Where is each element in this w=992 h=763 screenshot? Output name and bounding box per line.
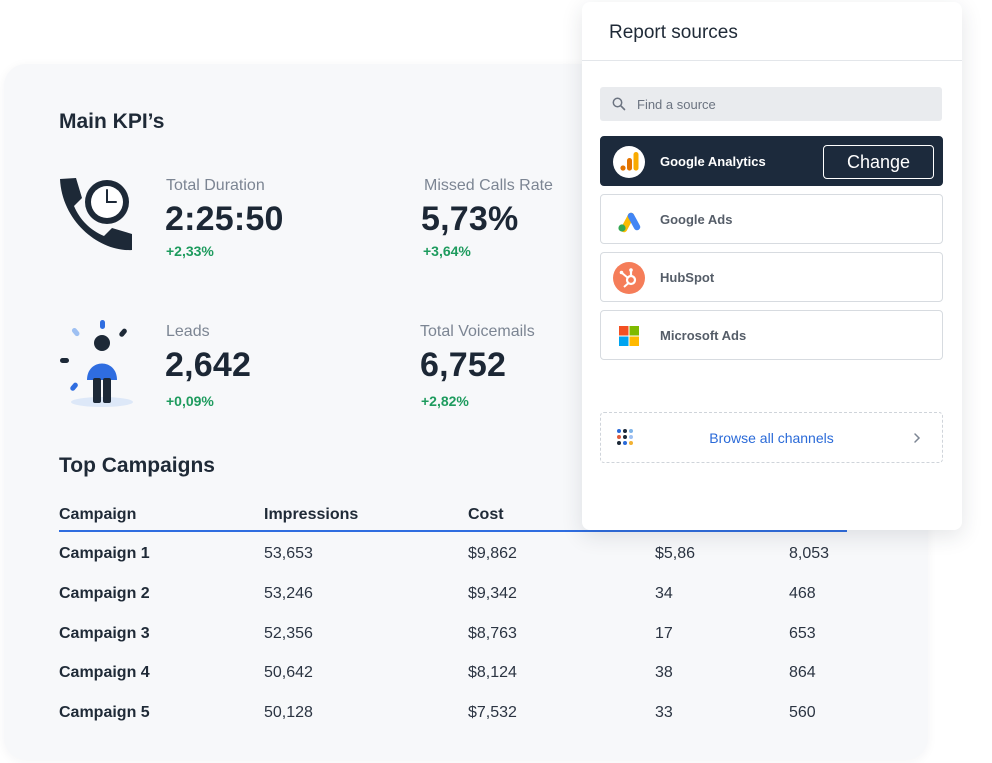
table-row: Campaign 1 53,653 $9,862 $5,86 8,053 xyxy=(0,545,924,575)
browse-label: Browse all channels xyxy=(709,430,834,446)
google-analytics-icon xyxy=(613,146,645,178)
cell-col5: 653 xyxy=(789,625,816,642)
cell-cost: $9,342 xyxy=(468,585,517,602)
cell-campaign: Campaign 5 xyxy=(59,704,150,721)
cell-impressions: 53,246 xyxy=(264,585,313,602)
microsoft-ads-icon xyxy=(619,326,639,346)
source-microsoft-ads[interactable]: Microsoft Ads xyxy=(600,310,943,360)
kpi-value-missed-calls: 5,73% xyxy=(421,200,519,238)
table-row: Campaign 4 50,642 $8,124 38 864 xyxy=(0,664,924,694)
table-row: Campaign 3 52,356 $8,763 17 653 xyxy=(0,625,924,655)
cell-col4: 33 xyxy=(655,704,673,721)
cell-campaign: Campaign 1 xyxy=(59,545,150,562)
cell-col4: 34 xyxy=(655,585,673,602)
source-label: Google Ads xyxy=(660,212,733,227)
panel-divider xyxy=(582,60,962,61)
column-header-cost: Cost xyxy=(468,506,504,523)
source-hubspot[interactable]: HubSpot xyxy=(600,252,943,302)
kpi-label-voicemails: Total Voicemails xyxy=(420,323,535,340)
cell-col4: $5,86 xyxy=(655,545,696,562)
cell-cost: $9,862 xyxy=(468,545,517,562)
column-header-campaign: Campaign xyxy=(59,506,137,523)
cell-col5: 864 xyxy=(789,664,816,681)
person-icon xyxy=(60,320,133,407)
cell-campaign: Campaign 2 xyxy=(59,585,150,602)
top-campaigns-title: Top Campaigns xyxy=(59,454,215,477)
kpi-delta-total-duration: +2,33% xyxy=(166,243,214,259)
cell-campaign: Campaign 4 xyxy=(59,664,150,681)
kpi-delta-voicemails: +2,82% xyxy=(421,393,469,409)
cell-col5: 8,053 xyxy=(789,545,830,562)
cell-cost: $7,532 xyxy=(468,704,517,721)
kpi-delta-missed-calls: +3,64% xyxy=(423,243,471,259)
kpi-value-total-duration: 2:25:50 xyxy=(165,200,284,238)
source-google-analytics[interactable]: Google Analytics Change xyxy=(600,136,943,186)
source-label: Microsoft Ads xyxy=(660,328,747,343)
cell-impressions: 52,356 xyxy=(264,625,313,642)
cell-col5: 560 xyxy=(789,704,816,721)
kpi-label-missed-calls: Missed Calls Rate xyxy=(424,177,553,194)
source-google-ads[interactable]: Google Ads xyxy=(600,194,943,244)
panel-title: Report sources xyxy=(609,22,738,43)
report-sources-panel: Report sources Google Analytics Change xyxy=(582,2,962,530)
cell-cost: $8,124 xyxy=(468,664,517,681)
kpi-label-leads: Leads xyxy=(166,323,210,340)
cell-col5: 468 xyxy=(789,585,816,602)
table-header-underline xyxy=(59,530,847,532)
cell-impressions: 50,128 xyxy=(264,704,313,721)
hubspot-icon xyxy=(613,262,645,294)
kpi-value-leads: 2,642 xyxy=(165,346,252,384)
chevron-right-icon xyxy=(914,433,921,443)
kpi-delta-leads: +0,09% xyxy=(166,393,214,409)
phone-clock-icon xyxy=(60,178,132,251)
cell-cost: $8,763 xyxy=(468,625,517,642)
search-input[interactable] xyxy=(600,87,942,121)
kpi-value-voicemails: 6,752 xyxy=(420,346,507,384)
table-row: Campaign 5 50,128 $7,532 33 560 xyxy=(0,704,924,734)
cell-col4: 38 xyxy=(655,664,673,681)
cell-impressions: 50,642 xyxy=(264,664,313,681)
change-button[interactable]: Change xyxy=(823,145,934,179)
kpi-label-total-duration: Total Duration xyxy=(166,177,265,194)
search-icon xyxy=(612,97,626,111)
browse-all-channels[interactable]: Browse all channels xyxy=(600,412,943,463)
cell-impressions: 53,653 xyxy=(264,545,313,562)
cell-col4: 17 xyxy=(655,625,673,642)
source-label: Google Analytics xyxy=(660,154,766,169)
source-label: HubSpot xyxy=(660,270,715,285)
main-kpi-title: Main KPI’s xyxy=(59,110,165,133)
table-row: Campaign 2 53,246 $9,342 34 468 xyxy=(0,585,924,615)
cell-campaign: Campaign 3 xyxy=(59,625,150,642)
google-ads-icon xyxy=(618,212,641,233)
column-header-impressions: Impressions xyxy=(264,506,359,523)
grid-dots-icon xyxy=(617,429,633,445)
